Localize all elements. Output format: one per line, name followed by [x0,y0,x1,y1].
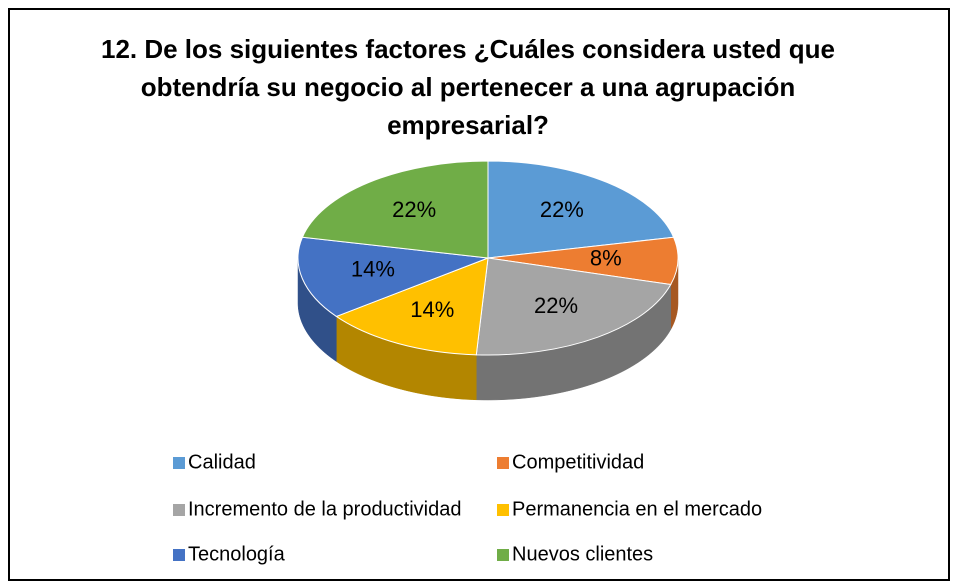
slice [301,160,489,259]
legend-swatch [173,549,185,561]
data-label: 22% [534,293,578,318]
legend-label: Competitividad [512,451,644,473]
data-label: 14% [410,297,454,322]
legend-label: Nuevos clientes [512,543,653,565]
data-label: 22% [540,197,584,222]
slice [487,236,679,286]
legend-swatch [173,504,185,516]
slice [475,257,672,356]
slice [335,257,489,356]
data-label: 22% [392,197,436,222]
data-label: 14% [351,257,395,282]
legend-swatch [497,504,509,516]
slice [487,160,675,259]
chart-title: 12. De los siguientes factores ¿Cuáles c… [100,34,836,140]
legend-label: Calidad [188,451,256,473]
legend-swatch [497,549,509,561]
legend-swatch [173,457,185,469]
legend-label: Permanencia en el mercado [512,498,762,520]
legend-label: Incremento de la productividad [188,498,462,520]
legend-swatch [497,457,509,469]
data-label: 8% [590,246,622,271]
slice [297,236,489,318]
legend-label: Tecnología [188,543,286,565]
